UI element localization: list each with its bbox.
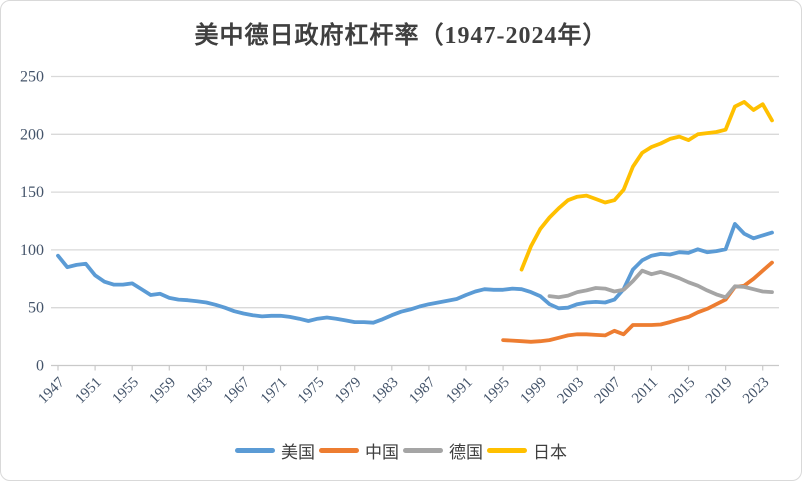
x-axis-label: 1987 xyxy=(406,374,439,407)
x-axis-label: 1963 xyxy=(184,375,217,408)
legend-swatch-japan xyxy=(487,448,527,453)
y-axis-label: 100 xyxy=(20,242,44,259)
legend-item-us: 美国 xyxy=(235,438,315,463)
x-axis-label: 1947 xyxy=(35,374,68,407)
x-axis-label: 1951 xyxy=(72,375,105,408)
series-line-germany xyxy=(547,268,774,300)
x-axis-label: 2015 xyxy=(666,375,699,408)
x-axis-label: 1995 xyxy=(480,375,513,408)
y-axis-label: 250 xyxy=(20,69,44,86)
y-axis-label: 50 xyxy=(28,300,44,317)
chart-legend: 美国 中国 德国 日本 xyxy=(1,438,801,463)
legend-item-china: 中国 xyxy=(319,438,399,463)
x-axis-label: 1983 xyxy=(369,375,402,408)
series-line-japan xyxy=(519,100,774,272)
x-axis-label: 2003 xyxy=(555,375,588,408)
x-axis-label: 1971 xyxy=(258,375,291,408)
x-axis-label: 1975 xyxy=(295,375,328,408)
y-axis-label: 150 xyxy=(20,184,44,201)
x-axis-label: 1991 xyxy=(443,375,476,408)
x-axis-label: 1967 xyxy=(221,374,254,407)
x-axis-label: 2007 xyxy=(592,374,625,407)
legend-label-us: 美国 xyxy=(281,443,315,462)
legend-label-china: 中国 xyxy=(365,443,399,462)
legend-item-germany: 德国 xyxy=(403,438,483,463)
x-axis-label: 1955 xyxy=(109,375,142,408)
legend-swatch-us xyxy=(235,448,275,453)
legend-item-japan: 日本 xyxy=(487,438,567,463)
legend-swatch-germany xyxy=(403,448,443,453)
x-axis-label: 1979 xyxy=(332,375,365,408)
x-axis-label: 2023 xyxy=(740,375,773,408)
x-axis-label: 2019 xyxy=(703,375,736,408)
y-axis-label: 200 xyxy=(20,126,44,143)
x-axis-label: 1959 xyxy=(147,375,180,408)
chart-title: 美中德日政府杠杆率（1947-2024年） xyxy=(194,23,608,49)
legend-label-germany: 德国 xyxy=(449,443,483,462)
legend-swatch-china xyxy=(319,448,359,453)
series-line-us xyxy=(56,221,774,325)
x-axis-label: 1999 xyxy=(517,375,550,408)
y-axis-label: 0 xyxy=(36,358,44,375)
legend-label-japan: 日本 xyxy=(533,443,567,462)
x-axis-label: 2011 xyxy=(629,375,661,407)
